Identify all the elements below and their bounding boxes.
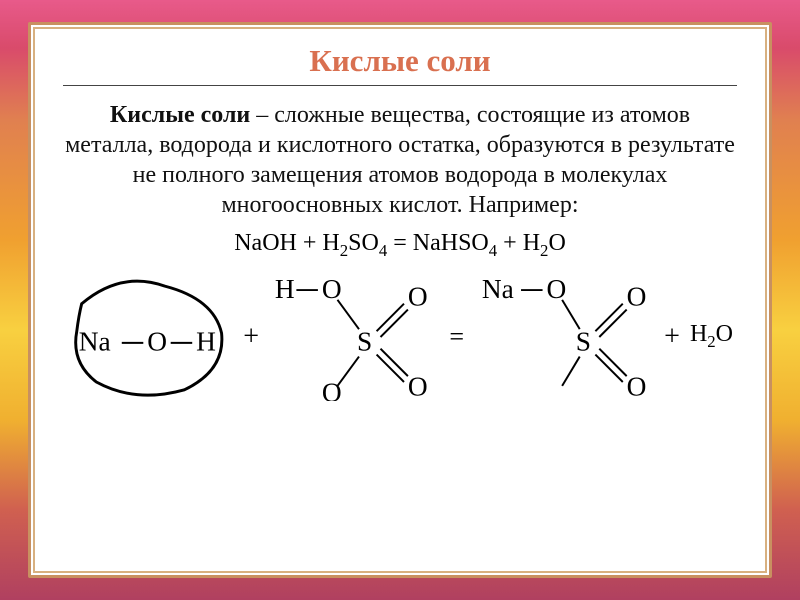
- eq-eq: =: [387, 230, 413, 256]
- atom-o2: O: [547, 274, 567, 304]
- atom-o: O: [147, 326, 167, 356]
- h2o-h: H: [690, 321, 707, 347]
- atom-o-dbl2: O: [408, 371, 428, 400]
- atom-o-dbl4: O: [627, 371, 647, 400]
- atom-o-top: O: [322, 274, 342, 304]
- eq-rhs1b: 4: [489, 241, 497, 260]
- struct-eq: =: [441, 322, 472, 352]
- eq-lhs1: NaOH: [234, 230, 297, 256]
- atom-s2: S: [576, 326, 591, 356]
- eq-lhs2a: H: [322, 230, 339, 256]
- slide-background: Кислые соли Кислые соли – сложные вещест…: [0, 0, 800, 600]
- nahso4-structure: Na O S O O: [478, 273, 654, 401]
- atom-na2: Na: [482, 274, 514, 304]
- eq-rhs2a: H: [523, 230, 540, 256]
- struct-plus2: +: [660, 321, 684, 353]
- atom-o-dbl3: O: [627, 281, 647, 311]
- h2o-o: O: [716, 321, 733, 347]
- eq-rhs2c: O: [548, 230, 565, 256]
- structural-formula: Na O H + H O S O: [63, 273, 737, 401]
- eq-lhs2d: 4: [379, 241, 387, 260]
- chemical-equation: NaOH + H2SO4 = NaHSO4 + H2O: [63, 230, 737, 261]
- eq-plus1: +: [297, 230, 323, 256]
- atom-o-bot: O: [322, 377, 342, 400]
- eq-lhs2b: 2: [340, 241, 348, 260]
- naoh-structure: Na O H: [67, 273, 233, 401]
- h2o-2: 2: [707, 332, 715, 351]
- eq-rhs1a: NaHSO: [413, 230, 489, 256]
- definition-term: Кислые соли: [110, 102, 250, 128]
- atom-h-top: H: [275, 274, 295, 304]
- h2o-product: H2O: [690, 321, 733, 352]
- slide-frame: Кислые соли Кислые соли – сложные вещест…: [28, 22, 772, 578]
- atom-na: Na: [79, 326, 111, 356]
- eq-plus2: +: [497, 230, 523, 256]
- atom-h: H: [196, 326, 216, 356]
- slide-title: Кислые соли: [63, 43, 737, 86]
- atom-s: S: [357, 326, 372, 356]
- h2so4-structure: H O S O O O: [269, 273, 435, 401]
- eq-lhs2c: SO: [348, 230, 379, 256]
- definition-text: Кислые соли – сложные вещества, состоящи…: [63, 100, 737, 220]
- atom-o-dbl1: O: [408, 281, 428, 311]
- struct-plus1: +: [239, 321, 263, 353]
